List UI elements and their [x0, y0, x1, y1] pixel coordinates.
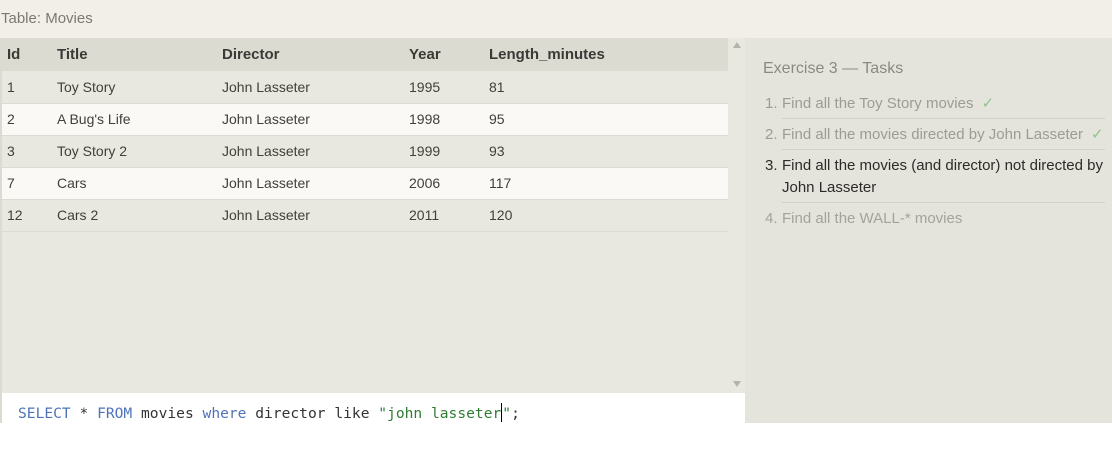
- table-row: 7 Cars John Lasseter 2006 117: [2, 167, 728, 199]
- cell-director: John Lasseter: [215, 71, 402, 103]
- sql-token: *: [71, 405, 97, 422]
- sql-query-editor[interactable]: SELECT * FROM movies where director like…: [0, 393, 745, 423]
- task-item: 2. Find all the movies directed by John …: [765, 124, 1105, 150]
- cell-id: 12: [2, 199, 50, 231]
- exercise-panel: Exercise 3 — Tasks 1. Find all the Toy S…: [745, 38, 1112, 423]
- cell-title: Toy Story 2: [50, 135, 215, 167]
- scroll-up-arrow-icon[interactable]: [733, 42, 741, 48]
- cell-year: 2011: [402, 199, 482, 231]
- cell-year: 1998: [402, 103, 482, 135]
- table-row: 3 Toy Story 2 John Lasseter 1999 93: [2, 135, 728, 167]
- cell-year: 2006: [402, 167, 482, 199]
- cell-id: 7: [2, 167, 50, 199]
- results-table-area: Id Title Director Year Length_minutes 1 …: [2, 38, 728, 393]
- cell-id: 1: [2, 71, 50, 103]
- task-number: 2.: [765, 124, 778, 146]
- column-header-director[interactable]: Director: [215, 38, 402, 71]
- column-header-title[interactable]: Title: [50, 38, 215, 71]
- cell-director: John Lasseter: [215, 167, 402, 199]
- sql-keyword-where: where: [203, 405, 247, 422]
- results-table: Id Title Director Year Length_minutes 1 …: [2, 38, 728, 232]
- cell-title: Toy Story: [50, 71, 215, 103]
- sql-token: director like: [246, 405, 378, 422]
- check-icon: ✓: [1091, 126, 1104, 143]
- column-header-id[interactable]: Id: [2, 38, 50, 71]
- exercise-title: Exercise 3 — Tasks: [763, 60, 903, 78]
- task-text: Find all the movies directed by John Las…: [782, 124, 1105, 150]
- cell-title: A Bug's Life: [50, 103, 215, 135]
- task-label: Find all the WALL-* movies: [782, 210, 962, 227]
- sql-string-quote: ": [502, 405, 511, 422]
- task-number: 1.: [765, 93, 778, 115]
- cell-length-minutes: 81: [482, 71, 728, 103]
- results-panel: Id Title Director Year Length_minutes 1 …: [0, 38, 745, 393]
- cell-id: 3: [2, 135, 50, 167]
- cell-director: John Lasseter: [215, 103, 402, 135]
- cell-length-minutes: 120: [482, 199, 728, 231]
- check-icon: ✓: [981, 95, 994, 112]
- header-band: Table: Movies: [0, 0, 1112, 38]
- table-row: 1 Toy Story John Lasseter 1995 81: [2, 71, 728, 103]
- task-number: 3.: [765, 155, 778, 177]
- task-list: 1. Find all the Toy Story movies ✓ 2. Fin…: [765, 93, 1105, 238]
- sql-keyword-select: SELECT: [18, 405, 71, 422]
- column-header-year[interactable]: Year: [402, 38, 482, 71]
- cell-title: Cars 2: [50, 199, 215, 231]
- table-row: 2 A Bug's Life John Lasseter 1998 95: [2, 103, 728, 135]
- task-text: Find all the movies (and director) not d…: [782, 155, 1105, 203]
- task-text: Find all the Toy Story movies ✓: [782, 93, 1105, 119]
- cell-length-minutes: 117: [482, 167, 728, 199]
- sql-token: ;: [511, 405, 520, 422]
- cell-director: John Lasseter: [215, 199, 402, 231]
- task-text: Find all the WALL-* movies: [782, 208, 1105, 233]
- task-label: Find all the movies directed by John Las…: [782, 126, 1083, 143]
- table-header-row: Id Title Director Year Length_minutes: [2, 38, 728, 71]
- cell-length-minutes: 93: [482, 135, 728, 167]
- cell-id: 2: [2, 103, 50, 135]
- task-label: Find all the Toy Story movies: [782, 95, 973, 112]
- scroll-down-arrow-icon[interactable]: [733, 381, 741, 387]
- cell-title: Cars: [50, 167, 215, 199]
- cell-length-minutes: 95: [482, 103, 728, 135]
- column-header-length-minutes[interactable]: Length_minutes: [482, 38, 728, 71]
- sql-token: movies: [132, 405, 202, 422]
- task-item: 4. Find all the WALL-* movies: [765, 208, 1105, 233]
- table-row: 12 Cars 2 John Lasseter 2011 120: [2, 199, 728, 231]
- sql-keyword-from: FROM: [97, 405, 132, 422]
- cell-year: 1999: [402, 135, 482, 167]
- sql-string-literal: "john lasseter: [378, 405, 501, 422]
- table-caption: Table: Movies: [1, 10, 93, 27]
- task-label: Find all the movies (and director) not d…: [782, 157, 1103, 196]
- task-item: 1. Find all the Toy Story movies ✓: [765, 93, 1105, 119]
- cell-year: 1995: [402, 71, 482, 103]
- task-item-active: 3. Find all the movies (and director) no…: [765, 155, 1105, 203]
- cell-director: John Lasseter: [215, 135, 402, 167]
- results-scrollbar[interactable]: [729, 38, 745, 393]
- task-number: 4.: [765, 208, 778, 230]
